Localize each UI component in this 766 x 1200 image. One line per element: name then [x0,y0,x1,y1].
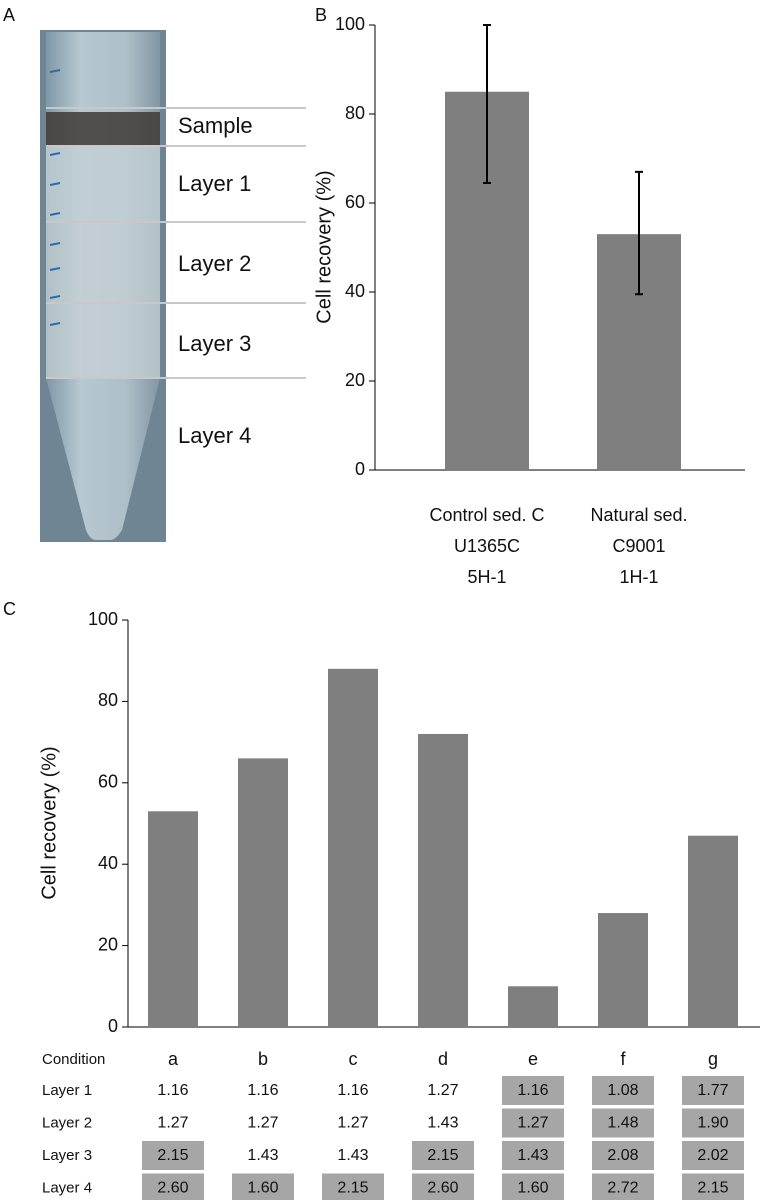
y-tick-label: 60 [98,772,118,792]
cell-highlight [682,1076,744,1105]
table-cell: 1.27 [337,1115,368,1132]
cell-highlight [682,1173,744,1200]
x-tick-label: g [708,1049,718,1069]
cell-highlight [502,1076,564,1105]
panel-label: C [3,599,16,619]
y-axis-title: Cell recovery (%) [38,746,60,899]
table-cell: 2.72 [607,1180,638,1197]
x-tick-label: 5H-1 [467,567,506,587]
y-tick-label: 80 [345,103,365,123]
bar [508,986,558,1027]
bar [598,913,648,1027]
row-label: Layer 3 [42,1147,92,1164]
table-cell: 2.15 [337,1180,368,1197]
cell-highlight [322,1173,384,1200]
x-tick-label: U1365C [454,536,520,556]
table-cell: 1.43 [427,1115,458,1132]
y-tick-label: 100 [88,609,118,629]
cell-highlight [592,1141,654,1170]
table-cell: 2.60 [427,1180,458,1197]
y-axis-title: Cell recovery (%) [313,170,335,323]
cell-highlight [502,1173,564,1200]
layer-label: Layer 2 [178,251,251,276]
layer-label: Layer 4 [178,423,251,448]
table-cell: 2.60 [157,1180,188,1197]
table-cell: 1.60 [517,1180,548,1197]
y-tick-label: 60 [345,192,365,212]
y-tick-label: 0 [355,459,365,479]
cell-highlight [592,1108,654,1138]
bar [148,811,198,1027]
table-cell: 1.27 [517,1115,548,1132]
cell-highlight [682,1141,744,1170]
table-cell: 2.15 [427,1147,458,1164]
cell-highlight [412,1141,474,1170]
y-tick-label: 80 [98,690,118,710]
bar [328,668,378,1027]
table-cell: 1.27 [157,1115,188,1132]
cell-highlight [502,1141,564,1170]
row-label: Layer 1 [42,1082,92,1099]
y-tick-label: 20 [98,934,118,954]
table-cell: 1.43 [517,1147,548,1164]
table-cell: 2.02 [697,1147,728,1164]
layer-label: Layer 1 [178,171,251,196]
y-tick-label: 40 [98,853,118,873]
cell-highlight [232,1173,294,1200]
table-cell: 2.15 [697,1180,728,1197]
cell-highlight [682,1108,744,1138]
table-cell: 1.08 [607,1082,638,1099]
table-cell: 1.27 [427,1082,458,1099]
bar [238,758,288,1027]
table-cell: 1.60 [247,1180,278,1197]
row-label: Layer 4 [42,1179,92,1196]
tube-photo [40,30,306,542]
y-tick-label: 40 [345,281,365,301]
x-tick-label: a [168,1049,179,1069]
table-cell: 1.77 [697,1082,728,1099]
table-cell: 1.90 [697,1115,728,1132]
table-cell: 1.27 [247,1115,278,1132]
bar [418,733,468,1027]
cell-highlight [412,1173,474,1200]
cell-highlight [502,1108,564,1138]
x-tick-label: d [438,1049,448,1069]
x-tick-label: 1H-1 [619,567,658,587]
bar [688,835,738,1027]
table-cell: 1.43 [337,1147,368,1164]
y-tick-label: 0 [108,1016,118,1036]
table-cell: 1.16 [157,1082,188,1099]
table-cell: 1.16 [337,1082,368,1099]
x-tick-label: e [528,1049,538,1069]
y-tick-label: 100 [335,14,365,34]
table-cell: 2.15 [157,1147,188,1164]
table-cell: 1.43 [247,1147,278,1164]
table-header: Condition [42,1051,105,1068]
layer-label: Layer 3 [178,331,251,356]
cell-highlight [592,1076,654,1105]
table-cell: 1.16 [247,1082,278,1099]
layer-label: Sample [178,113,253,138]
cell-highlight [592,1173,654,1200]
y-tick-label: 20 [345,370,365,390]
table-cell: 1.16 [517,1082,548,1099]
x-tick-label: f [620,1049,626,1069]
panel-label: B [315,5,327,25]
x-tick-label: c [349,1049,358,1069]
x-tick-label: Control sed. C [429,505,544,525]
table-cell: 2.08 [607,1147,638,1164]
table-cell: 1.48 [607,1115,638,1132]
x-tick-label: b [258,1049,268,1069]
cell-highlight [142,1141,204,1170]
x-tick-label: C9001 [612,536,665,556]
row-label: Layer 2 [42,1114,92,1131]
x-tick-label: Natural sed. [590,505,687,525]
cell-highlight [142,1173,204,1200]
panel-label: A [3,5,15,25]
